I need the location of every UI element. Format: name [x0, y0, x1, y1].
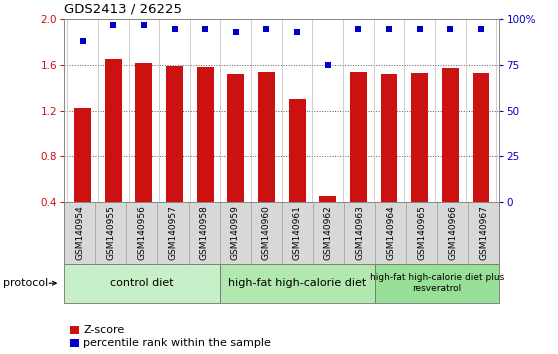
- Point: [78, 39, 87, 44]
- Point: [446, 26, 455, 32]
- Bar: [473, 73, 489, 202]
- Text: GSM140967: GSM140967: [479, 205, 488, 260]
- Point: [384, 26, 393, 32]
- Bar: [442, 68, 459, 202]
- Text: GSM140966: GSM140966: [448, 205, 457, 260]
- Bar: [350, 72, 367, 202]
- Text: GSM140958: GSM140958: [200, 205, 209, 260]
- Bar: [258, 72, 275, 202]
- Text: GSM140963: GSM140963: [355, 205, 364, 260]
- Text: GSM140960: GSM140960: [262, 205, 271, 260]
- Text: GSM140954: GSM140954: [75, 205, 84, 260]
- Point: [292, 29, 301, 35]
- Text: GSM140959: GSM140959: [230, 205, 239, 260]
- Text: control diet: control diet: [110, 278, 174, 288]
- Point: [323, 62, 332, 68]
- Point: [262, 26, 271, 32]
- Text: GSM140957: GSM140957: [169, 205, 177, 260]
- Text: high-fat high-calorie diet: high-fat high-calorie diet: [228, 278, 367, 288]
- Text: protocol: protocol: [3, 278, 48, 288]
- Text: percentile rank within the sample: percentile rank within the sample: [83, 338, 271, 348]
- Bar: [411, 73, 428, 202]
- Point: [140, 22, 148, 28]
- Point: [477, 26, 485, 32]
- Point: [354, 26, 363, 32]
- Text: GSM140955: GSM140955: [107, 205, 116, 260]
- Bar: [74, 108, 91, 202]
- Bar: [228, 74, 244, 202]
- Text: GSM140961: GSM140961: [293, 205, 302, 260]
- Text: Z-score: Z-score: [83, 325, 124, 335]
- Bar: [381, 74, 397, 202]
- Bar: [197, 67, 214, 202]
- Bar: [288, 99, 306, 202]
- Text: GSM140956: GSM140956: [137, 205, 146, 260]
- Bar: [319, 196, 336, 202]
- Text: GSM140965: GSM140965: [417, 205, 426, 260]
- Point: [415, 26, 424, 32]
- Text: GSM140962: GSM140962: [324, 205, 333, 260]
- Bar: [136, 63, 152, 202]
- Point: [170, 26, 179, 32]
- Bar: [166, 66, 183, 202]
- Bar: [105, 59, 122, 202]
- Point: [201, 26, 210, 32]
- Text: GSM140964: GSM140964: [386, 205, 395, 260]
- Text: GDS2413 / 26225: GDS2413 / 26225: [64, 3, 182, 16]
- Point: [109, 22, 118, 28]
- Text: high-fat high-calorie diet plus
resveratrol: high-fat high-calorie diet plus resverat…: [370, 274, 504, 293]
- Point: [232, 29, 240, 35]
